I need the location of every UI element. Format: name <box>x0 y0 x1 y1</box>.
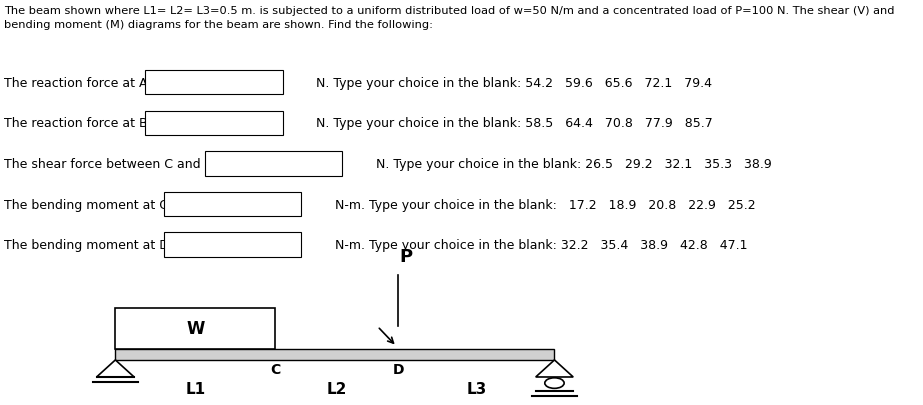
Text: The bending moment at C is: The bending moment at C is <box>4 198 182 211</box>
Text: N-m. Type your choice in the blank:   17.2   18.9   20.8   22.9   25.2: N-m. Type your choice in the blank: 17.2… <box>335 198 756 211</box>
Text: C: C <box>270 362 281 376</box>
Text: N. Type your choice in the blank: 54.2   59.6   65.6   72.1   79.4: N. Type your choice in the blank: 54.2 5… <box>317 77 713 90</box>
Text: D: D <box>392 362 404 376</box>
Bar <box>115 308 275 349</box>
Bar <box>115 349 555 360</box>
Text: N. Type your choice in the blank: 26.5   29.2   32.1   35.3   38.9: N. Type your choice in the blank: 26.5 2… <box>376 158 772 171</box>
Text: P: P <box>399 247 413 265</box>
Polygon shape <box>97 360 134 377</box>
Text: The beam shown where L1= L2= L3=0.5 m. is subjected to a uniform distributed loa: The beam shown where L1= L2= L3=0.5 m. i… <box>4 6 894 30</box>
Text: L1: L1 <box>186 381 206 396</box>
Polygon shape <box>535 360 573 377</box>
Text: L2: L2 <box>327 381 347 396</box>
Bar <box>205 152 342 176</box>
Text: L3: L3 <box>466 381 486 396</box>
Text: The bending moment at D is: The bending moment at D is <box>4 239 183 252</box>
Text: The reaction force at B is: The reaction force at B is <box>4 117 162 130</box>
Text: N-m. Type your choice in the blank: 32.2   35.4   38.9   42.8   47.1: N-m. Type your choice in the blank: 32.2… <box>335 239 748 252</box>
Bar <box>145 71 282 95</box>
Text: The shear force between C and D is: The shear force between C and D is <box>4 158 228 171</box>
Circle shape <box>545 378 564 388</box>
Bar <box>163 233 302 257</box>
Text: W: W <box>186 320 205 337</box>
Bar <box>163 192 302 217</box>
Text: N. Type your choice in the blank: 58.5   64.4   70.8   77.9   85.7: N. Type your choice in the blank: 58.5 6… <box>317 117 713 130</box>
Bar <box>145 111 282 136</box>
Text: The reaction force at A is: The reaction force at A is <box>4 77 162 90</box>
